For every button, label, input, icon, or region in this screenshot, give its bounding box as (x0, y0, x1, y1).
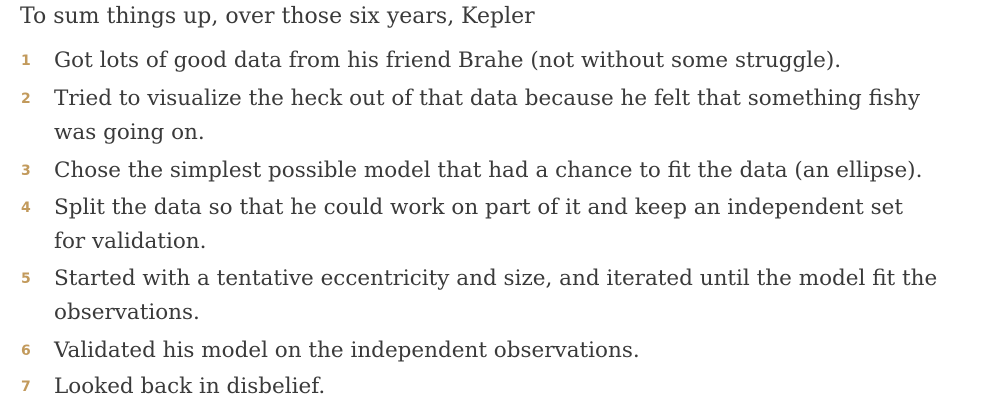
list-item-number: 3 (21, 163, 31, 179)
list-item-text: Looked back in disbelief. (54, 370, 970, 404)
list-item-number: 6 (21, 343, 31, 359)
list-item-line: Started with a tentative eccentricity an… (54, 266, 938, 291)
list-item-text: Chose the simplest possible model that h… (54, 154, 970, 188)
list-item-line: Got lots of good data from his friend Br… (54, 48, 842, 73)
list-item-line: Tried to visualize the heck out of that … (54, 86, 921, 111)
list-item-number: 4 (21, 200, 31, 216)
list-item-number: 2 (21, 91, 31, 107)
list-item-number: 5 (21, 271, 31, 287)
list-item-number: 7 (21, 379, 31, 395)
list-item-text: Validated his model on the independent o… (54, 334, 970, 368)
list-item-line: Validated his model on the independent o… (54, 338, 640, 363)
list-item-text: Tried to visualize the heck out of that … (54, 82, 970, 150)
list-item-line: was going on. (54, 120, 205, 145)
list-item-line: Chose the simplest possible model that h… (54, 158, 923, 183)
list-item-line: Split the data so that he could work on … (54, 195, 904, 220)
list-item-line: observations. (54, 300, 200, 325)
list-item-number: 1 (21, 53, 31, 69)
list-item-text: Split the data so that he could work on … (54, 191, 970, 259)
list-item-text: Started with a tentative eccentricity an… (54, 262, 970, 330)
list-item-line: for validation. (54, 229, 207, 254)
list-item-line: Looked back in disbelief. (54, 374, 326, 399)
intro-sentence: To sum things up, over those six years, … (20, 4, 535, 29)
list-item-text: Got lots of good data from his friend Br… (54, 44, 970, 78)
